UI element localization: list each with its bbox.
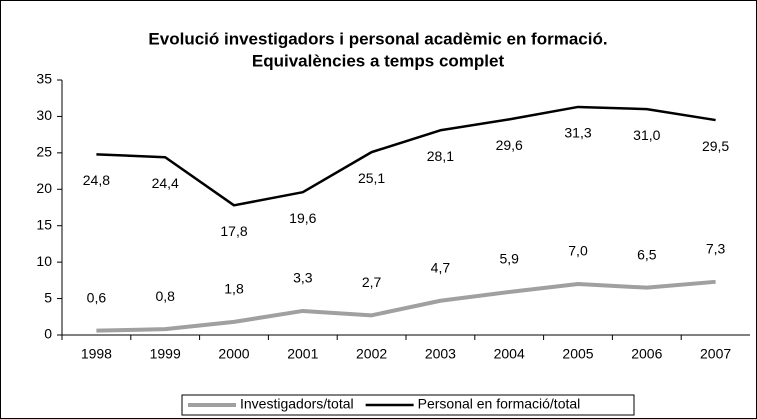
data-label: 17,8 <box>220 223 247 239</box>
data-label: 1,8 <box>224 281 244 297</box>
x-tick-label: 1999 <box>150 346 181 362</box>
x-tick-label: 2001 <box>287 346 318 362</box>
chart-title: Evolució investigadors i personal acadèm… <box>148 29 607 48</box>
x-tick-label: 2004 <box>494 346 525 362</box>
data-label: 19,6 <box>289 210 316 226</box>
x-tick-label: 2007 <box>700 346 731 362</box>
data-label: 29,6 <box>496 137 523 153</box>
data-label: 28,1 <box>427 148 454 164</box>
x-tick-label: 2006 <box>631 346 662 362</box>
y-tick-label: 10 <box>36 253 52 269</box>
data-label: 3,3 <box>293 270 313 286</box>
legend-label: Investigadors/total <box>240 396 354 412</box>
data-label: 0,8 <box>155 288 175 304</box>
data-label: 29,5 <box>702 138 729 154</box>
x-tick-label: 2005 <box>562 346 593 362</box>
y-tick-label: 35 <box>36 71 52 87</box>
data-label: 2,7 <box>362 274 382 290</box>
legend-label: Personal en formació/total <box>418 396 581 412</box>
data-label: 25,1 <box>358 170 385 186</box>
data-label: 24,8 <box>83 172 110 188</box>
y-tick-label: 5 <box>44 289 52 305</box>
line-series <box>96 105 716 207</box>
data-label: 31,3 <box>564 125 591 141</box>
data-label: 31,0 <box>633 127 660 143</box>
x-tick-label: 1998 <box>81 346 112 362</box>
data-label: 6,5 <box>637 246 657 262</box>
data-label: 5,9 <box>499 251 519 267</box>
x-tick-label: 2000 <box>218 346 249 362</box>
data-label: 7,3 <box>706 241 726 257</box>
y-tick-label: 20 <box>36 180 52 196</box>
x-tick-label: 2002 <box>356 346 387 362</box>
y-tick-label: 25 <box>36 144 52 160</box>
y-tick-label: 30 <box>36 107 52 123</box>
data-label: 7,0 <box>568 243 588 259</box>
y-tick-label: 15 <box>36 216 52 232</box>
y-tick-label: 0 <box>44 326 52 342</box>
chart-title: Equivalències a temps complet <box>252 51 505 70</box>
data-label: 24,4 <box>152 175 179 191</box>
data-label: 4,7 <box>431 259 451 275</box>
line-series <box>96 279 716 333</box>
x-tick-label: 2003 <box>425 346 456 362</box>
data-label: 0,6 <box>87 289 107 305</box>
